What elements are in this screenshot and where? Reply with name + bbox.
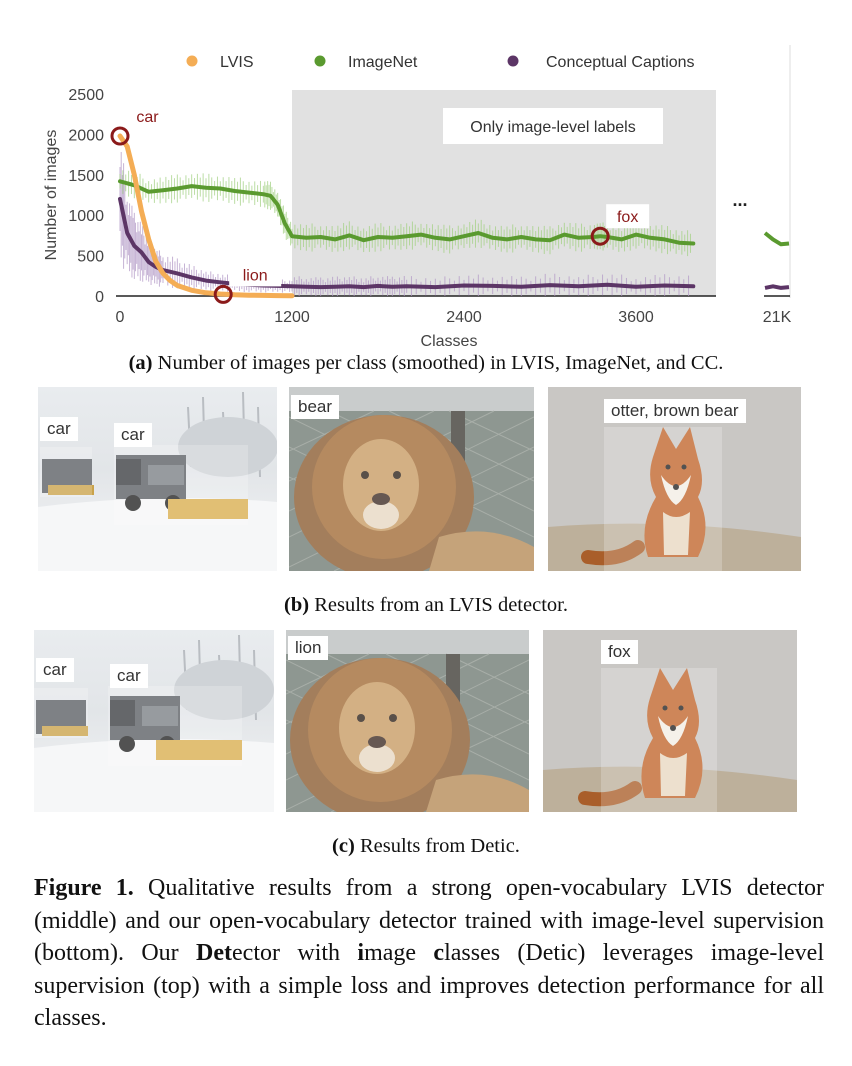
fox-photo-c: fox — [543, 630, 797, 812]
class-frequency-chart: Only image-level labels 0 500 1000 1500 2000… — [43, 45, 792, 350]
y-tick-label: 0 — [95, 289, 104, 306]
shaded-region-label-box — [443, 108, 663, 144]
annotation-marker-fox — [590, 226, 610, 246]
figure-bold-det: Det — [196, 940, 233, 966]
detection-box-fox-c — [601, 668, 717, 812]
lvis-series-line — [117, 133, 295, 299]
lion-photo-c: lion — [286, 630, 529, 812]
annotation-label-car: car — [136, 109, 159, 126]
caption-b-text: Results from an LVIS detector. — [309, 594, 568, 616]
tail-panel — [764, 90, 790, 296]
x-tick-label: 1200 — [274, 309, 310, 326]
legend-label-lvis: LVIS — [220, 54, 254, 71]
y-tick-label: 1000 — [68, 208, 104, 225]
annotation-box-car — [126, 104, 169, 129]
snow-truck-photo-b: car car — [38, 387, 277, 571]
legend-marker-lvis — [186, 55, 198, 67]
caption-a: (a) Number of images per class (smoothed… — [0, 352, 852, 375]
detection-label-car-1-c: car — [36, 658, 74, 682]
snow-truck-photo-c: car car — [34, 630, 274, 812]
detection-label-lion-c: lion — [288, 636, 329, 660]
y-tick-label: 1500 — [68, 168, 104, 185]
detection-label-fox-b: otter, brown bear — [604, 399, 746, 423]
detection-box-car-1-c — [34, 688, 88, 738]
annotation-marker-lion — [213, 284, 233, 304]
imagenet-series-line — [118, 179, 696, 246]
lion-photo-b: bear — [289, 387, 534, 571]
figure-bold-i: i — [357, 940, 365, 966]
detection-box-lion-c — [286, 654, 529, 812]
cc-series-tail — [764, 284, 790, 290]
fox-photo-b: otter, brown bear — [548, 387, 801, 571]
y-tick-label: 2500 — [68, 87, 104, 104]
x-axis-label: Classes — [421, 333, 478, 350]
figure-text-1: Qualitative results from a strong open-v… — [34, 875, 824, 966]
detection-box-car-2-c — [108, 686, 242, 766]
legend-marker-imagenet — [314, 55, 326, 67]
detection-label-lion-b: bear — [291, 395, 340, 419]
detection-box-lion-b — [289, 411, 534, 571]
figure-caption: Figure 1. Qualitative results from a str… — [34, 872, 824, 1035]
y-tick-label: 500 — [77, 249, 104, 266]
x-tick-21k: 21K — [763, 309, 792, 326]
legend-label-imagenet: ImageNet — [348, 54, 418, 71]
figure-text-2: ector with — [232, 940, 358, 966]
detection-label-fox-c: fox — [601, 640, 638, 664]
annotation-box-fox — [606, 204, 650, 229]
annotation-marker-car — [110, 126, 130, 146]
caption-c-label: (c) — [332, 835, 355, 857]
caption-b-label: (b) — [284, 594, 310, 616]
annotation-label-lion: lion — [243, 267, 268, 284]
x-tick-label: 2400 — [446, 309, 482, 326]
caption-b: (b) Results from an LVIS detector. — [0, 594, 852, 617]
legend-label-cc: Conceptual Captions — [546, 54, 695, 71]
legend-marker-cc — [507, 55, 519, 67]
shaded-region-label: Only image-level labels — [470, 119, 635, 136]
detection-label-car-2-c: car — [110, 664, 148, 688]
annotation-label-fox: fox — [617, 209, 638, 226]
figure-text-3: mage — [364, 940, 434, 966]
figure-bold-c: c — [433, 940, 445, 966]
detection-box-car-1 — [40, 447, 92, 497]
imagenet-series-tail — [763, 231, 790, 247]
axis-ellipsis: ... — [732, 190, 747, 210]
caption-a-text: Number of images per class (smoothed) in… — [152, 352, 724, 374]
detection-label-car-1: car — [40, 417, 78, 441]
y-tick-label: 2000 — [68, 127, 104, 144]
figure-label: Figure 1. — [34, 875, 134, 901]
y-axis-label: Number of images — [43, 130, 60, 261]
figure-text-4: lasses (Detic) leverages image-level sup… — [34, 940, 824, 1031]
detection-label-car-2: car — [114, 423, 152, 447]
x-tick-label: 0 — [116, 309, 125, 326]
caption-a-label: (a) — [128, 352, 153, 374]
caption-c: (c) Results from Detic. — [0, 835, 852, 858]
detection-box-fox-b — [604, 427, 722, 571]
x-tick-label: 3600 — [618, 309, 654, 326]
detection-box-car-2 — [114, 445, 248, 525]
caption-c-text: Results from Detic. — [354, 835, 520, 857]
annotation-box-lion — [229, 262, 282, 287]
